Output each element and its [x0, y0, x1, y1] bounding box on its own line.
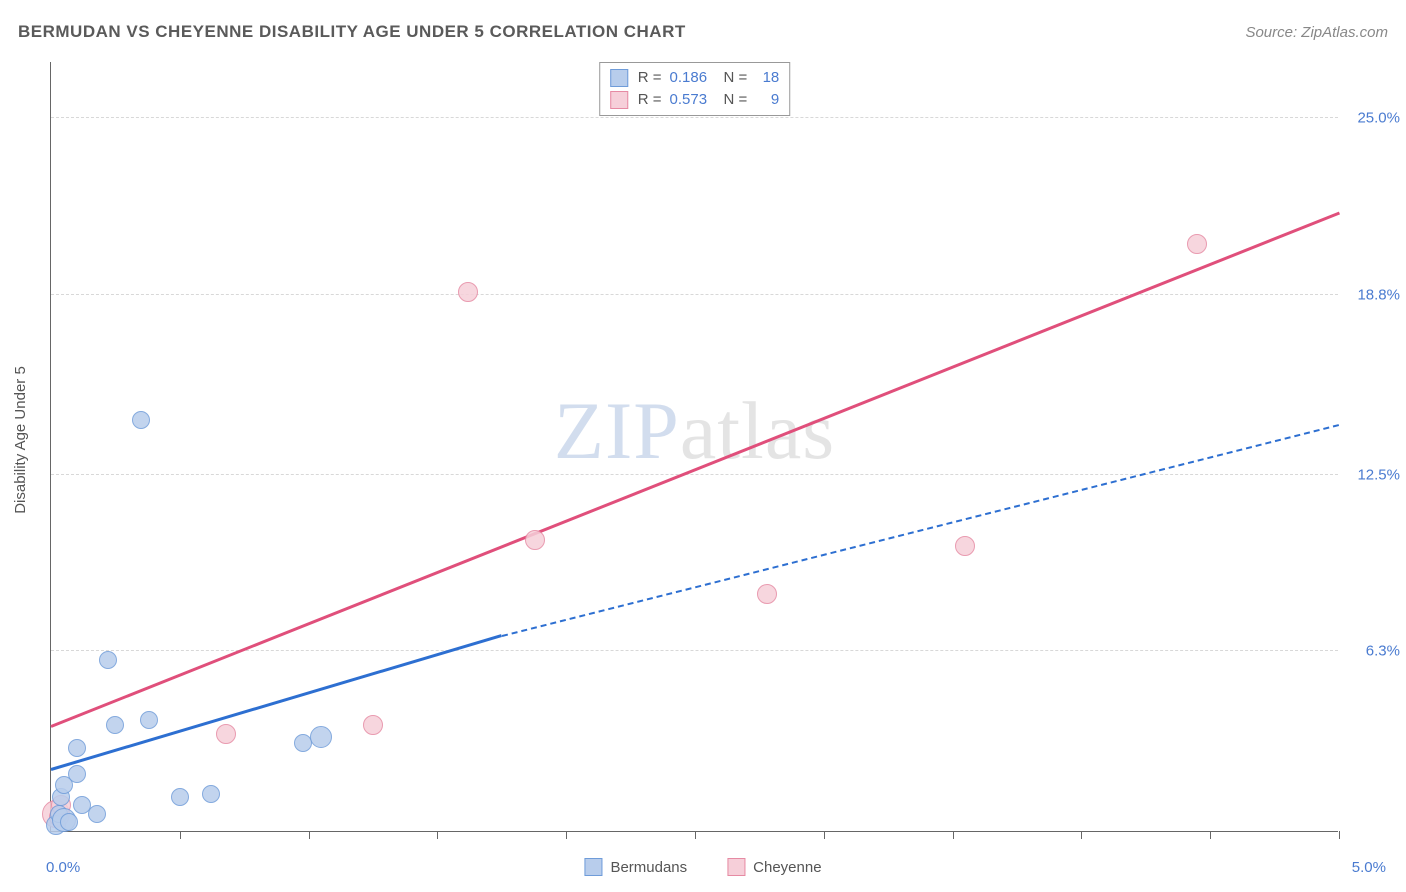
legend-label-bermudans: Bermudans: [610, 859, 687, 876]
x-tick: [566, 831, 567, 839]
trendline-bermudans: [51, 634, 503, 771]
x-tick: [437, 831, 438, 839]
watermark-zip: ZIP: [554, 385, 680, 476]
marker-bermudans: [310, 726, 332, 748]
y-tick-label: 25.0%: [1357, 110, 1400, 127]
marker-bermudans: [68, 765, 86, 783]
legend-stats: R = 0.186 N = 18 R = 0.573 N = 9: [599, 62, 791, 116]
marker-cheyenne: [955, 536, 975, 556]
marker-cheyenne: [458, 282, 478, 302]
legend-item-bermudans: Bermudans: [584, 858, 687, 876]
marker-bermudans: [106, 716, 124, 734]
plot-area: ZIPatlas R = 0.186 N = 18 R = 0.573 N = …: [50, 62, 1338, 832]
marker-bermudans: [202, 785, 220, 803]
r-label: R =: [638, 67, 662, 89]
swatch-cheyenne: [610, 91, 628, 109]
legend-stats-row-cheyenne: R = 0.573 N = 9: [610, 89, 780, 111]
n-label: N =: [724, 89, 748, 111]
watermark-atlas: atlas: [680, 385, 835, 476]
marker-bermudans: [88, 805, 106, 823]
x-tick: [824, 831, 825, 839]
marker-bermudans: [132, 411, 150, 429]
y-tick-label: 18.8%: [1357, 286, 1400, 303]
y-axis-title: Disability Age Under 5: [12, 366, 29, 514]
legend-label-cheyenne: Cheyenne: [753, 859, 821, 876]
x-tick: [1339, 831, 1340, 839]
n-value-cheyenne: 9: [755, 89, 779, 111]
marker-bermudans: [60, 813, 78, 831]
swatch-bermudans: [584, 858, 602, 876]
swatch-cheyenne: [727, 858, 745, 876]
legend-series: Bermudans Cheyenne: [584, 858, 821, 876]
chart-source: Source: ZipAtlas.com: [1245, 24, 1388, 41]
r-label: R =: [638, 89, 662, 111]
x-axis-min-label: 0.0%: [46, 859, 80, 876]
n-value-bermudans: 18: [755, 67, 779, 89]
x-tick: [695, 831, 696, 839]
chart-header: BERMUDAN VS CHEYENNE DISABILITY AGE UNDE…: [18, 22, 1388, 42]
swatch-bermudans: [610, 69, 628, 87]
marker-bermudans: [171, 788, 189, 806]
x-tick: [1210, 831, 1211, 839]
marker-cheyenne: [525, 530, 545, 550]
x-tick: [953, 831, 954, 839]
marker-cheyenne: [757, 584, 777, 604]
x-tick: [180, 831, 181, 839]
x-tick: [309, 831, 310, 839]
gridline: [51, 117, 1338, 118]
chart-title: BERMUDAN VS CHEYENNE DISABILITY AGE UNDE…: [18, 22, 686, 42]
marker-bermudans: [99, 651, 117, 669]
marker-cheyenne: [216, 724, 236, 744]
n-label: N =: [724, 67, 748, 89]
marker-cheyenne: [363, 715, 383, 735]
x-axis-max-label: 5.0%: [1352, 859, 1386, 876]
y-tick-label: 6.3%: [1366, 643, 1400, 660]
legend-item-cheyenne: Cheyenne: [727, 858, 821, 876]
r-value-bermudans: 0.186: [670, 67, 714, 89]
legend-stats-row-bermudans: R = 0.186 N = 18: [610, 67, 780, 89]
trendline-bermudans-extrapolated: [502, 424, 1340, 637]
marker-bermudans: [140, 711, 158, 729]
r-value-cheyenne: 0.573: [670, 89, 714, 111]
gridline: [51, 294, 1338, 295]
x-tick: [1081, 831, 1082, 839]
y-tick-label: 12.5%: [1357, 466, 1400, 483]
marker-cheyenne: [1187, 234, 1207, 254]
marker-bermudans: [68, 739, 86, 757]
